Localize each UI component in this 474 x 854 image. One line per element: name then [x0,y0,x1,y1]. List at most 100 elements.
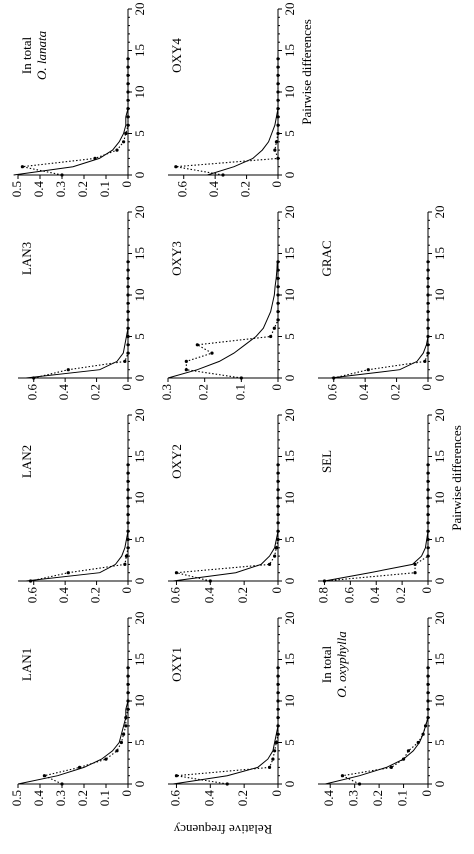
panel-subtitle: O. lanata [34,30,49,80]
observed-point [126,260,130,264]
x-tick-label: 10 [282,492,297,505]
observed-point [269,334,273,339]
observed-point [184,359,188,363]
x-tick-label: 5 [282,333,297,340]
observed-point [126,334,130,339]
observed-point [276,537,280,542]
observed-point [426,351,430,355]
x-tick-label: 0 [432,375,447,382]
panel-title: LAN2 [19,445,34,478]
x-tick-label: 15 [432,653,447,666]
x-tick-label: 10 [132,289,147,302]
y-tick-label: 0 [419,587,434,594]
x-tick-label: 0 [432,578,447,585]
expected-line [167,261,278,379]
x-tick-label: 5 [132,130,147,137]
observed-point [104,757,108,761]
y-tick-label: 0.2 [88,384,103,400]
x-tick-label: 0 [282,578,297,585]
observed-point [413,571,417,575]
observed-point [340,774,345,778]
y-tick-label: 0.4 [201,790,216,807]
y-tick-label: 0 [269,587,284,594]
observed-point [406,749,411,753]
observed-point [184,368,188,372]
y-axis-label: Relative frequency [173,822,272,837]
y-tick-label: 0.2 [75,790,90,806]
observed-point [126,115,130,119]
y-tick-label: 0.1 [395,790,410,806]
x-tick-label: 10 [132,492,147,505]
observed-line [324,464,429,582]
expected-line [17,667,129,785]
expected-line [173,667,279,785]
y-tick-label: 0.1 [97,790,112,806]
y-tick-label: 0.6 [25,384,40,401]
observed-point [239,376,243,380]
observed-point [274,140,279,144]
x-tick-label: 0 [282,781,297,788]
observed-point [66,368,70,372]
x-tick-label: 20 [432,409,447,422]
observed-point [126,123,130,127]
y-tick-label: 0.3 [53,181,68,197]
y-tick-label: 0 [119,181,134,188]
x-tick-label: 5 [432,739,447,746]
x-tick-label: 20 [282,409,297,422]
observed-point [413,562,417,566]
observed-point [423,359,427,363]
expected-line [330,261,429,379]
panel-title: In total [319,646,334,684]
x-tick-label: 0 [282,172,297,179]
y-tick-label: 0.6 [167,587,182,604]
observed-point [126,546,130,550]
x-tick-label: 20 [432,612,447,625]
observed-point [126,343,130,347]
observed-point [123,359,127,363]
y-tick-label: 0.2 [238,181,253,197]
observed-point [276,666,280,670]
observed-point [267,562,272,566]
x-tick-label: 20 [132,206,147,219]
x-tick-label: 0 [132,781,147,788]
observed-point [276,276,280,280]
observed-line [333,261,429,379]
observed-line [30,464,129,582]
y-tick-label: 0.3 [159,384,174,400]
x-tick-label: 5 [282,536,297,543]
observed-point [122,140,126,144]
observed-point [225,782,229,786]
observed-point [271,757,275,761]
x-tick-label: 10 [432,289,447,302]
observed-point [276,732,280,736]
expected-line [324,464,429,582]
x-tick-label: 15 [282,450,297,463]
panel-title: OXY2 [169,444,184,479]
observed-point [119,740,124,745]
x-tick-label: 20 [132,612,147,625]
y-tick-label: 0.4 [201,587,216,604]
expected-line [207,58,279,176]
observed-point [60,173,64,177]
y-tick-label: 0.4 [31,790,46,807]
y-tick-label: 0.4 [206,181,221,198]
x-tick-label: 15 [282,44,297,57]
observed-point [426,554,430,558]
observed-point [426,260,430,264]
x-tick-label: 15 [132,450,147,463]
x-tick-label: 15 [132,44,147,57]
observed-point [267,765,272,769]
y-tick-label: 0.2 [388,384,403,400]
y-tick-label: 0 [119,790,134,797]
observed-point [122,732,126,736]
observed-point [389,765,393,769]
observed-point [126,666,130,670]
y-tick-label: 0.1 [232,384,247,400]
observed-point [42,774,47,778]
y-tick-label: 0.4 [31,181,46,198]
y-tick-label: 0.2 [393,587,408,603]
observed-point [273,148,277,152]
x-axis-label: Pairwise differences [299,19,314,125]
